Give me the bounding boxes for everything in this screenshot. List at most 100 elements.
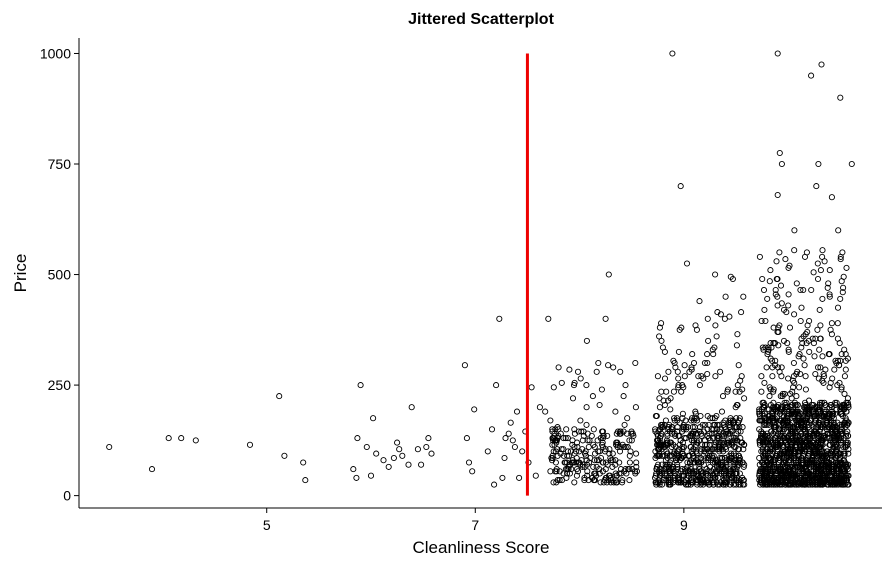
data-point <box>822 366 829 373</box>
data-point <box>689 351 696 358</box>
data-point <box>621 421 628 428</box>
data-point <box>827 379 834 386</box>
data-point <box>626 437 633 444</box>
data-point <box>505 430 512 437</box>
data-point <box>550 384 557 391</box>
data-point <box>801 362 808 369</box>
data-point <box>586 437 593 444</box>
data-point <box>840 443 847 451</box>
data-point <box>839 401 846 409</box>
data-point <box>776 468 783 475</box>
data-point <box>775 364 782 371</box>
data-point <box>471 406 478 413</box>
data-point <box>802 373 809 380</box>
data-point <box>840 474 847 481</box>
data-point <box>562 435 569 442</box>
data-point <box>735 452 743 459</box>
data-point <box>738 373 745 380</box>
data-point <box>612 408 619 415</box>
data-point <box>821 477 828 484</box>
data-point <box>768 446 775 453</box>
data-point <box>735 362 742 369</box>
data-point <box>769 468 776 475</box>
data-point <box>608 457 615 464</box>
data-point <box>796 384 803 391</box>
data-point <box>676 419 683 426</box>
data-point <box>418 461 425 468</box>
data-point <box>661 470 669 477</box>
data-point <box>719 446 726 453</box>
data-point <box>703 446 710 453</box>
data-point <box>799 340 806 347</box>
data-point <box>816 401 823 409</box>
data-point <box>814 326 821 333</box>
data-point <box>786 324 794 331</box>
data-point <box>677 468 684 475</box>
data-point <box>692 322 699 329</box>
data-point <box>842 419 849 426</box>
data-point <box>558 379 565 386</box>
data-point <box>584 468 591 475</box>
data-point <box>607 474 614 481</box>
data-point <box>775 454 782 462</box>
data-point <box>674 479 682 486</box>
data-point <box>838 386 845 393</box>
data-point <box>463 435 470 442</box>
data-point <box>827 326 834 333</box>
data-point <box>665 479 672 486</box>
data-point <box>656 452 663 459</box>
data-point <box>496 315 503 322</box>
data-point <box>806 430 813 437</box>
data-point <box>833 452 840 459</box>
data-point <box>760 399 767 406</box>
data-point <box>764 351 771 358</box>
data-point <box>619 477 626 484</box>
data-point <box>733 415 740 422</box>
data-point <box>785 291 792 298</box>
data-point <box>704 426 711 433</box>
data-point <box>817 421 824 428</box>
data-point <box>558 446 565 453</box>
data-point <box>817 322 824 329</box>
data-point <box>825 410 832 417</box>
data-point <box>610 364 617 371</box>
data-point <box>599 428 607 435</box>
x-tick-label: 5 <box>263 517 271 533</box>
data-point <box>656 324 663 331</box>
data-point <box>584 472 591 479</box>
data-point <box>625 466 632 473</box>
data-point <box>843 474 850 481</box>
data-point <box>616 470 623 477</box>
data-point <box>828 194 835 201</box>
data-point <box>760 452 767 459</box>
data-point <box>652 428 659 435</box>
data-point <box>632 359 639 367</box>
data-point <box>780 412 788 420</box>
data-point <box>805 397 813 404</box>
data-point <box>302 477 309 484</box>
data-point <box>675 432 682 439</box>
data-point <box>711 421 718 428</box>
data-point <box>769 364 776 371</box>
data-point <box>773 479 780 486</box>
data-point <box>758 388 765 395</box>
data-point <box>791 247 798 254</box>
data-point <box>803 249 810 256</box>
data-point <box>592 470 599 477</box>
data-point <box>760 439 767 446</box>
data-point <box>835 227 842 234</box>
data-point <box>812 370 819 378</box>
data-point <box>655 439 662 446</box>
data-point <box>816 306 823 313</box>
data-point <box>590 477 597 484</box>
data-point <box>699 421 706 428</box>
data-point <box>817 335 824 342</box>
data-point <box>675 382 682 389</box>
data-point <box>509 437 516 444</box>
data-point <box>589 393 596 400</box>
data-point <box>841 390 848 397</box>
data-point <box>816 346 823 353</box>
data-point <box>704 370 711 378</box>
data-point <box>758 317 765 325</box>
data-point <box>300 459 307 466</box>
